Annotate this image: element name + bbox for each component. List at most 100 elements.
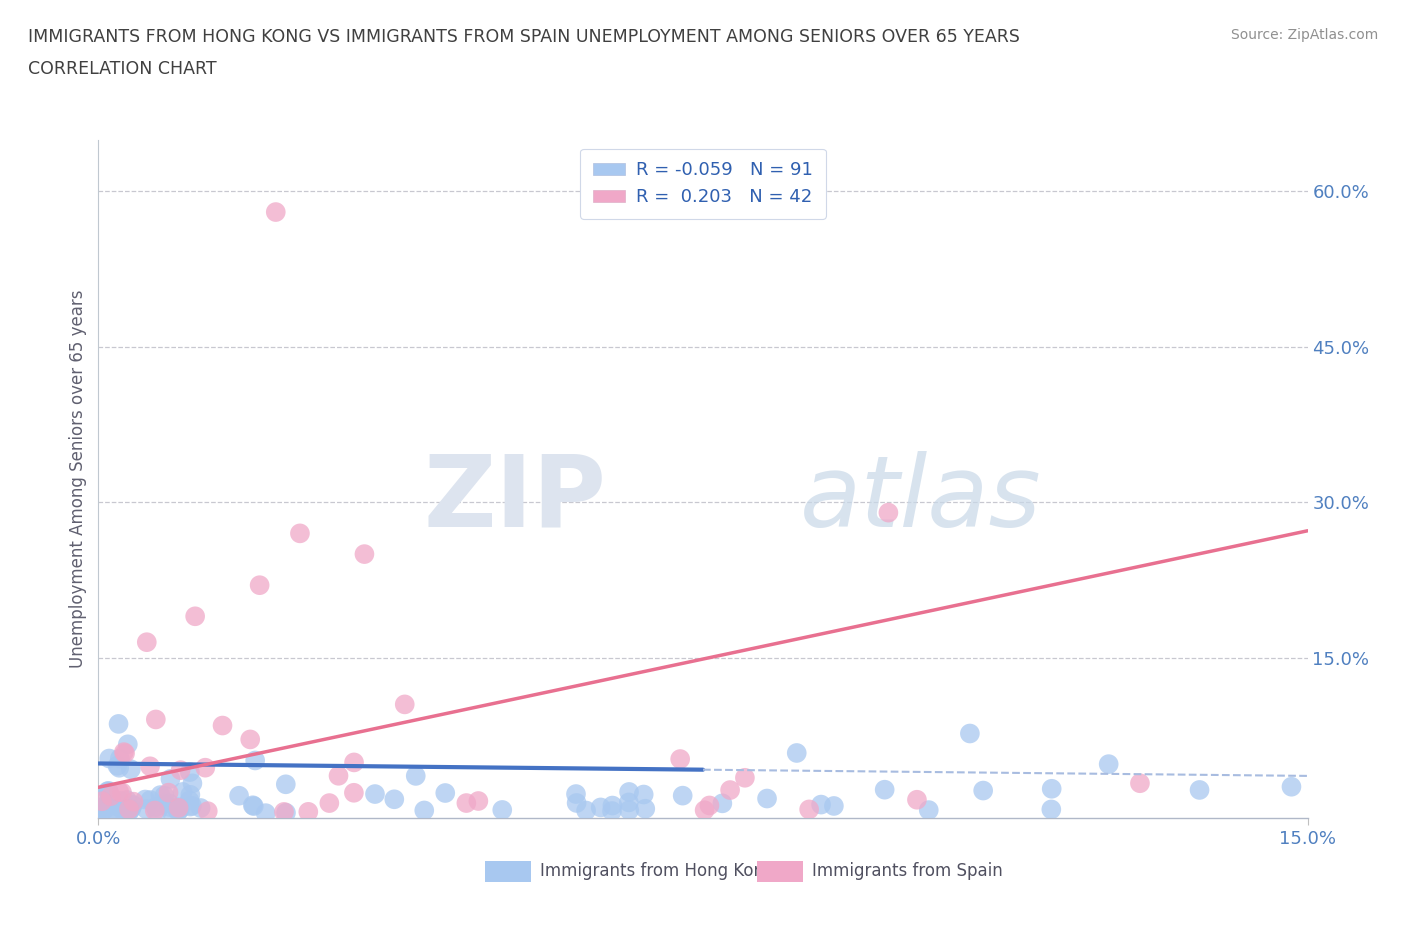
Point <box>166 802 188 817</box>
Point <box>810 797 832 812</box>
Point <box>274 777 297 791</box>
Point <box>181 776 204 790</box>
Point <box>413 803 436 817</box>
Point <box>91 794 114 809</box>
Point <box>96 784 118 799</box>
Point <box>139 792 162 807</box>
Point <box>90 805 112 820</box>
Point <box>575 804 598 818</box>
Point <box>786 746 808 761</box>
Point <box>877 505 900 520</box>
Point <box>167 800 190 815</box>
Point <box>382 791 405 806</box>
Point <box>243 799 266 814</box>
Point <box>467 793 489 808</box>
Point <box>159 803 181 817</box>
Point <box>105 758 128 773</box>
Point <box>456 795 478 810</box>
Point <box>699 798 721 813</box>
Point <box>243 753 266 768</box>
Point <box>167 801 190 816</box>
Point <box>797 802 820 817</box>
Text: Immigrants from Spain: Immigrants from Spain <box>811 862 1002 880</box>
Point <box>364 787 387 802</box>
Point <box>118 804 141 819</box>
Point <box>565 795 588 810</box>
Point <box>434 786 457 801</box>
Point <box>274 805 297 820</box>
Point <box>1129 776 1152 790</box>
Point <box>157 785 180 800</box>
Point <box>91 799 114 814</box>
Point <box>693 803 716 817</box>
Point <box>343 755 366 770</box>
Point <box>169 802 191 817</box>
Point <box>112 745 135 760</box>
Point <box>143 804 166 818</box>
Point <box>104 803 127 817</box>
Point <box>197 804 219 818</box>
FancyBboxPatch shape <box>485 861 531 882</box>
Point <box>249 578 271 592</box>
Point <box>184 609 207 624</box>
Point <box>672 789 695 804</box>
Point <box>120 802 142 817</box>
Point <box>242 798 264 813</box>
Text: IMMIGRANTS FROM HONG KONG VS IMMIGRANTS FROM SPAIN UNEMPLOYMENT AMONG SENIORS OV: IMMIGRANTS FROM HONG KONG VS IMMIGRANTS … <box>28 28 1019 46</box>
Point <box>491 803 513 817</box>
Point <box>318 796 340 811</box>
Point <box>239 732 262 747</box>
Point <box>711 796 734 811</box>
Point <box>172 785 194 800</box>
Text: Source: ZipAtlas.com: Source: ZipAtlas.com <box>1230 28 1378 42</box>
Point <box>617 795 640 810</box>
Point <box>107 799 129 814</box>
Point <box>153 789 176 804</box>
Point <box>211 718 233 733</box>
Point <box>134 792 156 807</box>
Point <box>98 751 121 766</box>
Point <box>194 760 217 775</box>
Point <box>959 726 981 741</box>
Point <box>264 205 287 219</box>
Y-axis label: Unemployment Among Seniors over 65 years: Unemployment Among Seniors over 65 years <box>69 290 87 668</box>
Point <box>112 805 135 820</box>
Point <box>873 782 896 797</box>
Point <box>100 805 122 820</box>
Point <box>565 787 588 802</box>
Point <box>972 783 994 798</box>
Point <box>87 804 110 818</box>
Legend: R = -0.059   N = 91, R =  0.203   N = 42: R = -0.059 N = 91, R = 0.203 N = 42 <box>581 149 825 219</box>
Point <box>633 787 655 802</box>
Point <box>179 793 201 808</box>
Point <box>589 800 612 815</box>
Point <box>343 785 366 800</box>
Point <box>135 802 157 817</box>
Point <box>669 751 692 766</box>
Point <box>823 799 845 814</box>
Point <box>297 804 319 819</box>
Point <box>108 798 131 813</box>
Point <box>115 792 138 807</box>
Point <box>122 794 145 809</box>
Point <box>90 800 112 815</box>
Point <box>111 785 134 800</box>
Point <box>634 802 657 817</box>
Point <box>602 798 624 813</box>
Point <box>1281 779 1303 794</box>
Point <box>118 802 141 817</box>
Point <box>145 712 167 727</box>
Point <box>100 789 122 804</box>
Point <box>108 751 131 766</box>
Point <box>918 803 941 817</box>
Point <box>353 547 375 562</box>
Point <box>181 798 204 813</box>
FancyBboxPatch shape <box>758 861 803 882</box>
Point <box>117 804 139 819</box>
Point <box>157 796 180 811</box>
Point <box>1188 782 1211 797</box>
Point <box>619 803 641 817</box>
Point <box>734 770 756 785</box>
Point <box>107 716 129 731</box>
Point <box>617 785 640 800</box>
